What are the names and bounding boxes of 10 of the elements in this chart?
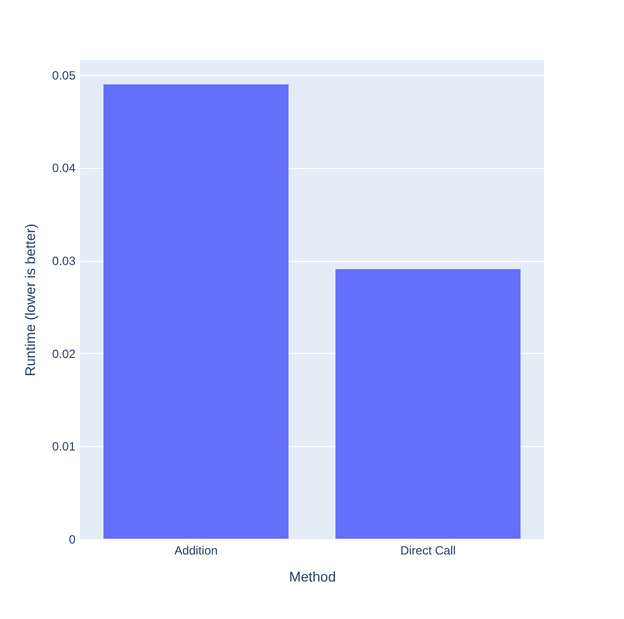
y-tick-label: 0.02	[52, 346, 76, 361]
y-tick-label: 0.01	[52, 440, 76, 454]
y-tick-label: 0.03	[52, 254, 76, 268]
x-axis-title: Method	[289, 568, 336, 584]
y-tick-label: 0	[68, 532, 76, 546]
y-tick-label: 0.04	[52, 161, 76, 176]
y-tick-label: 0.05	[52, 68, 76, 82]
x-tick-label: Addition	[174, 544, 218, 558]
y-axis-title: Runtime (lower is better)	[22, 224, 38, 376]
x-tick-label: Direct Call	[400, 544, 456, 558]
